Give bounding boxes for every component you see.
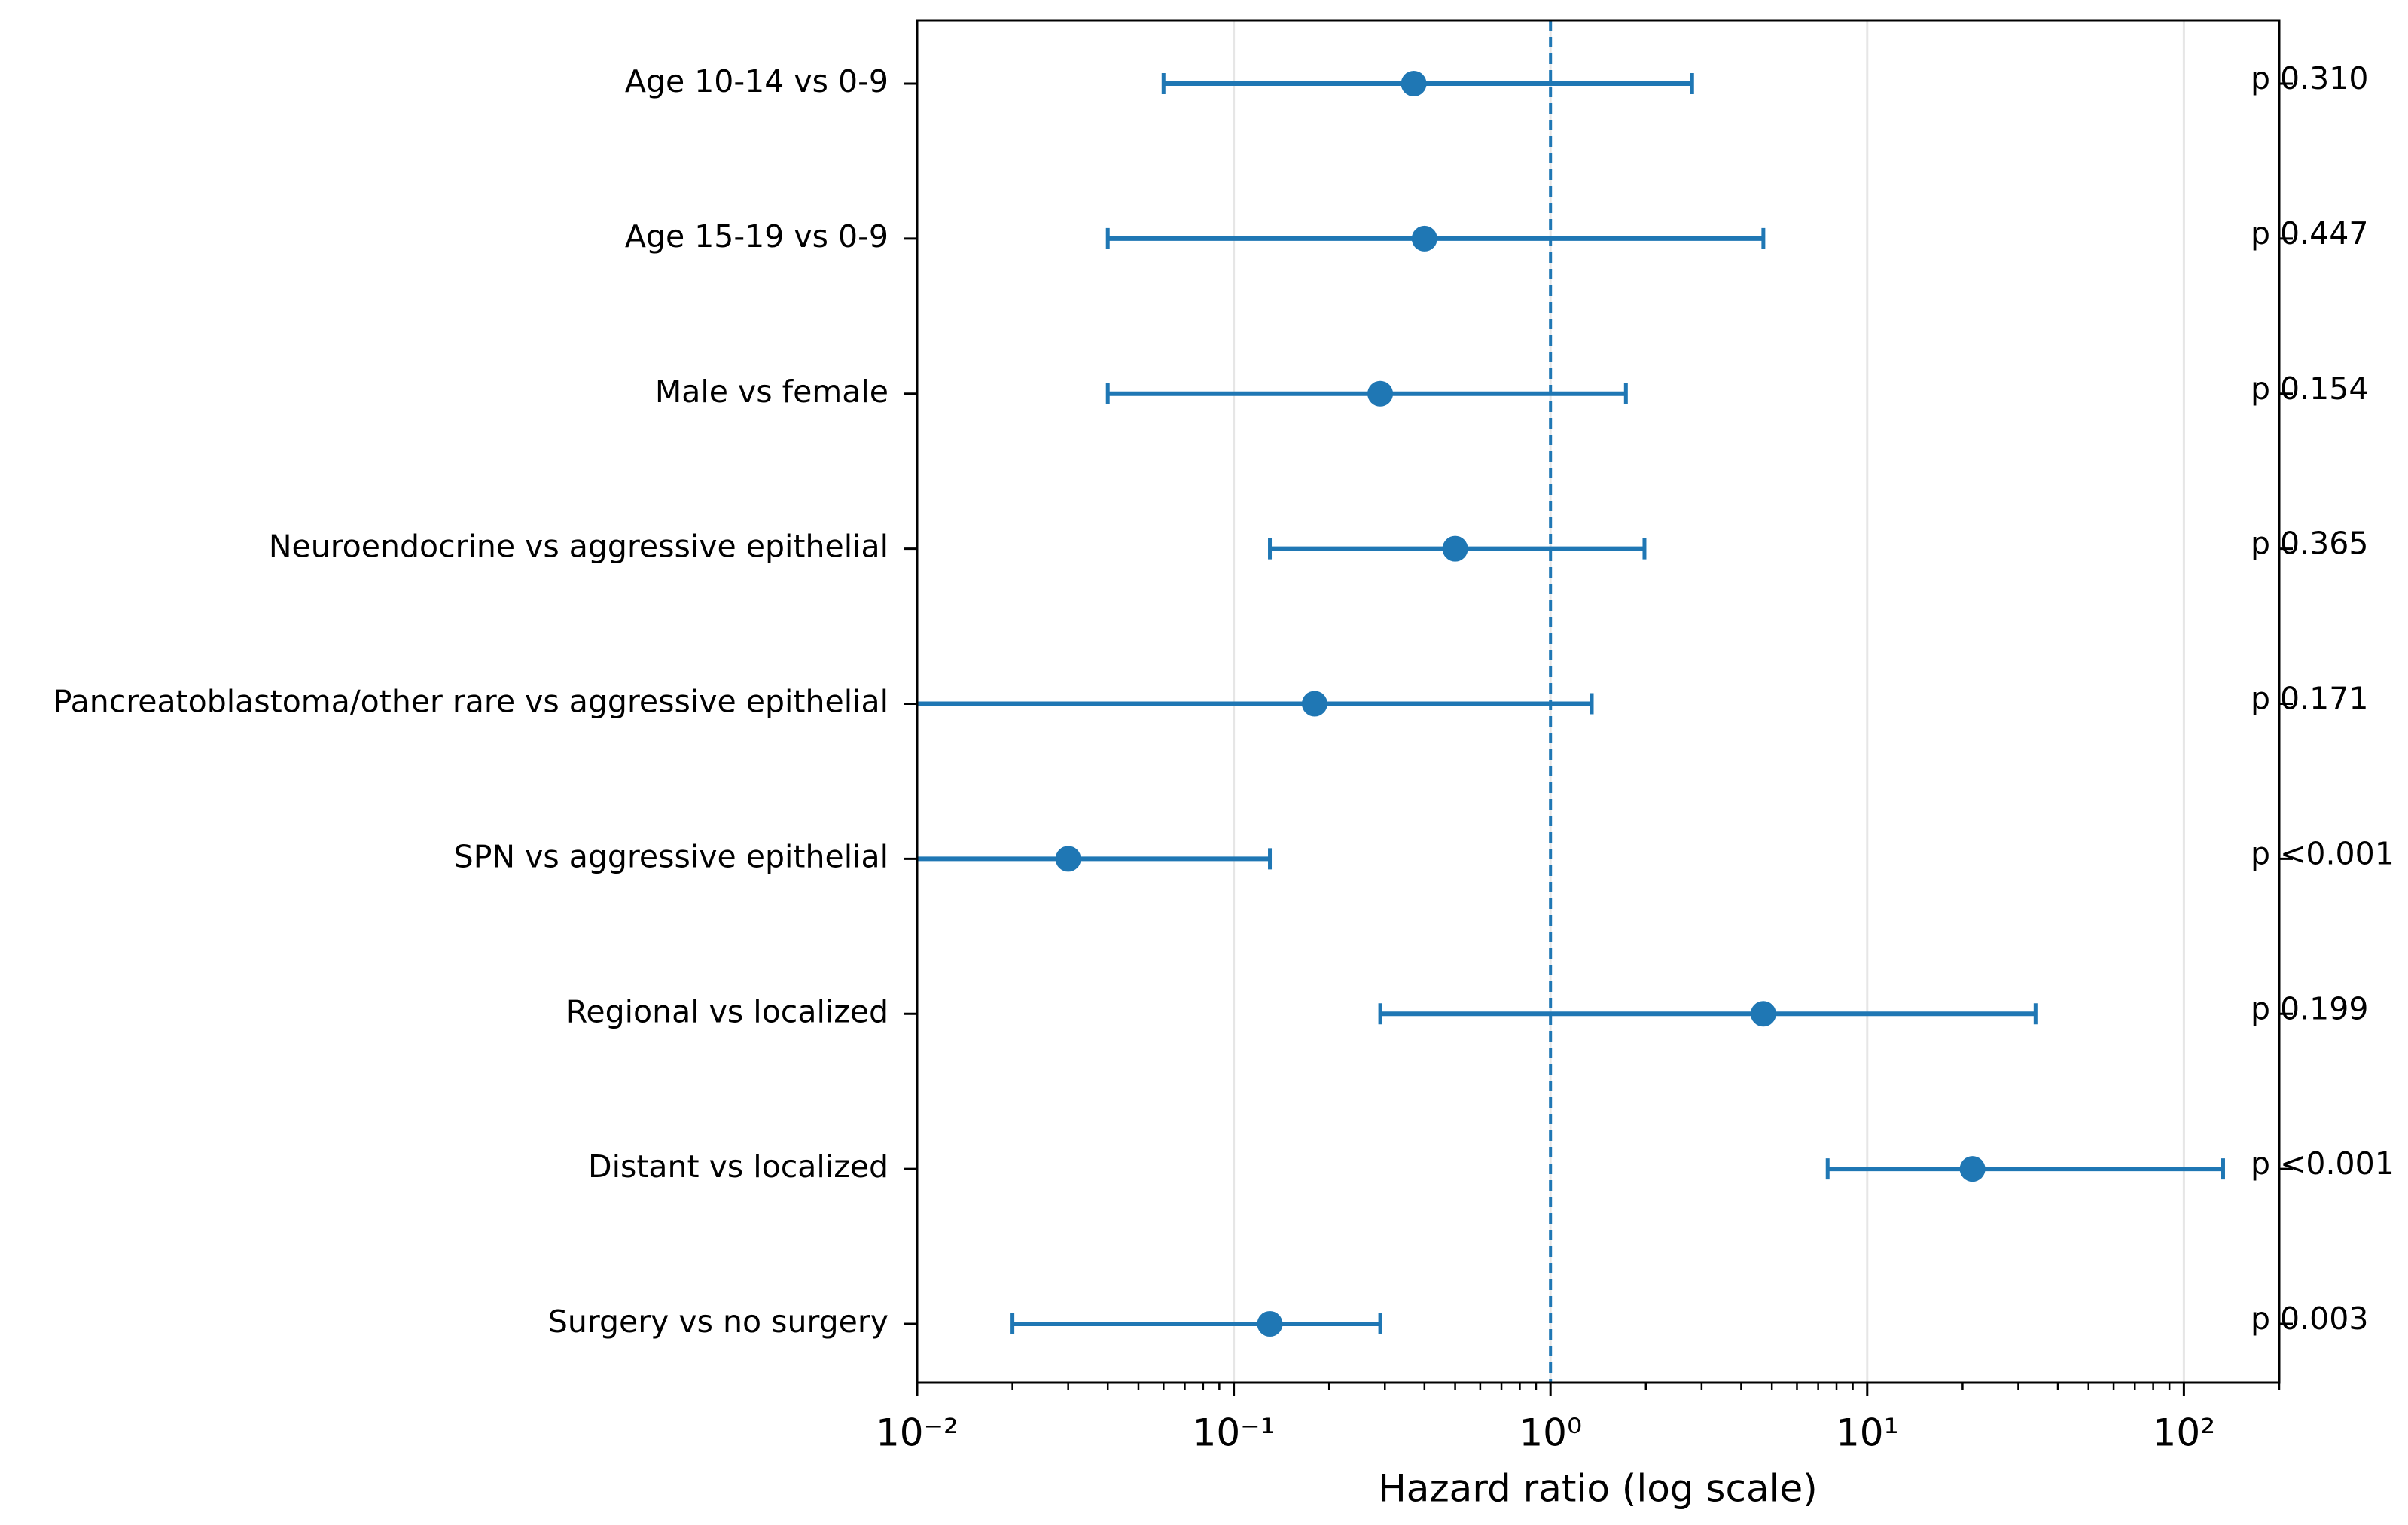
annotation: p 0.154	[2251, 371, 2368, 407]
x-axis-label: Hazard ratio (log scale)	[1378, 1467, 1818, 1511]
x-tick-label: 10²	[2153, 1411, 2216, 1455]
annotation: p 0.310	[2251, 60, 2368, 96]
annotation: p <0.001	[2251, 835, 2394, 871]
point	[1750, 1001, 1776, 1027]
plot-frame	[916, 19, 2281, 1384]
y-tick-label: Distant vs localized	[588, 1148, 889, 1185]
point	[1367, 380, 1394, 407]
x-tick-label: 10⁰	[1519, 1411, 1582, 1455]
annotation: p 0.003	[2251, 1301, 2368, 1337]
x-tick-label: 10⁻²	[876, 1411, 959, 1455]
point	[1401, 71, 1427, 96]
y-tick-label: Pancreatoblastoma/other rare vs aggressi…	[53, 684, 889, 720]
y-tick-label: Neuroendocrine vs aggressive epithelial	[269, 529, 889, 565]
y-tick-label: Age 15-19 vs 0-9	[625, 218, 889, 255]
point	[1301, 691, 1327, 717]
point	[1257, 1311, 1283, 1337]
y-tick-label: Regional vs localized	[566, 993, 889, 1029]
annotation: p 0.365	[2251, 526, 2368, 562]
x-tick-label: 10¹	[1836, 1411, 1899, 1455]
y-tick-label: Surgery vs no surgery	[548, 1304, 889, 1340]
plot-area	[917, 71, 2225, 1337]
y-tick-label: SPN vs aggressive epithelial	[454, 838, 889, 874]
point	[1959, 1156, 1986, 1182]
y-tick-label: Age 10-14 vs 0-9	[625, 63, 889, 99]
annotation: p 0.199	[2251, 990, 2368, 1026]
annotation: p 0.171	[2251, 681, 2368, 717]
point	[1055, 846, 1081, 872]
point	[1411, 225, 1437, 252]
annotation: p 0.447	[2251, 215, 2368, 252]
point	[1442, 535, 1468, 562]
annotation: p <0.001	[2251, 1145, 2394, 1182]
x-tick-label: 10⁻¹	[1193, 1411, 1276, 1455]
y-tick-label: Male vs female	[655, 374, 889, 410]
